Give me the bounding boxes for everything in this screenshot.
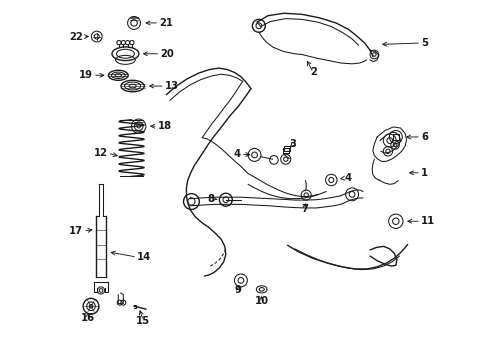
Text: 9: 9 <box>234 285 241 296</box>
Text: 3: 3 <box>289 139 296 149</box>
Text: 15: 15 <box>136 316 150 325</box>
Text: 4: 4 <box>233 149 241 159</box>
Text: 18: 18 <box>158 121 171 131</box>
Text: 2: 2 <box>309 67 316 77</box>
Text: 13: 13 <box>164 81 179 91</box>
Text: 21: 21 <box>159 18 173 28</box>
Text: 22: 22 <box>69 32 83 41</box>
Text: 8: 8 <box>206 194 214 204</box>
Text: 10: 10 <box>254 296 268 306</box>
Text: 20: 20 <box>160 49 174 59</box>
Text: 1: 1 <box>420 168 427 178</box>
Text: 7: 7 <box>301 204 307 215</box>
Text: 16: 16 <box>80 313 94 323</box>
Text: 17: 17 <box>69 226 83 236</box>
Text: 12: 12 <box>93 148 107 158</box>
Text: 11: 11 <box>420 216 434 226</box>
Bar <box>392 134 398 140</box>
Text: 5: 5 <box>420 38 427 48</box>
Text: 6: 6 <box>420 132 427 142</box>
Text: 14: 14 <box>137 252 151 262</box>
Text: 4: 4 <box>344 173 350 183</box>
Text: 19: 19 <box>79 70 93 80</box>
